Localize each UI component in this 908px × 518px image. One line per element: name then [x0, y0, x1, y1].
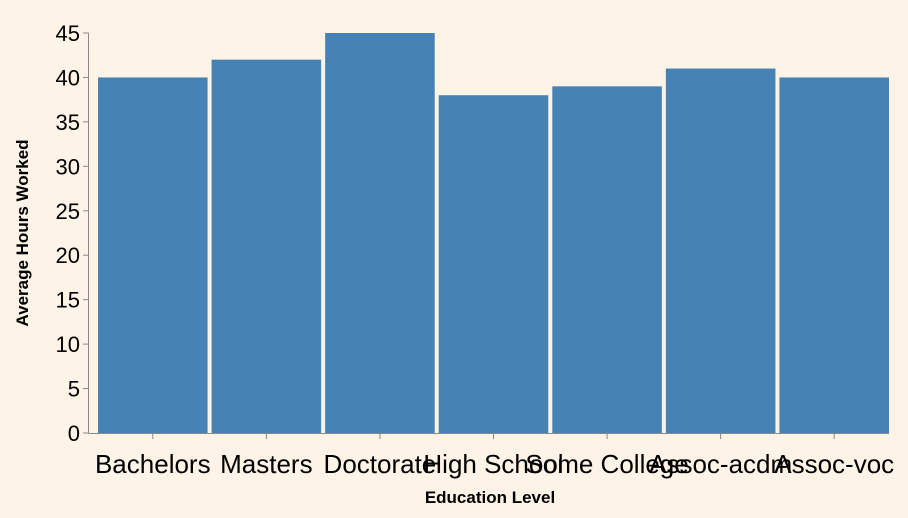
bar-assoc-acdm [665, 68, 776, 434]
x-tick-label-some-college: Some College [525, 449, 688, 479]
x-tick-label-assoc-voc: Assoc-voc [774, 449, 894, 479]
x-tick-label-bachelors: Bachelors [95, 449, 211, 479]
y-tick-label: 35 [56, 110, 80, 135]
x-tick-label-assoc-acdm: Assoc-acdm [649, 449, 792, 479]
bar-assoc-voc [779, 77, 889, 433]
x-tick-label-high-school: High School [423, 449, 563, 479]
x-tick-label-doctorate: Doctorate [324, 449, 437, 479]
bar-bachelors [98, 77, 208, 433]
y-tick-label: 0 [68, 421, 80, 446]
y-tick-label: 20 [56, 243, 80, 268]
y-tick-label: 5 [68, 377, 80, 402]
x-tick-label-masters: Masters [220, 449, 312, 479]
y-tick-label: 15 [56, 288, 80, 313]
y-tick-label: 45 [56, 21, 80, 46]
bar-masters [211, 59, 322, 434]
bar-high-school [438, 95, 549, 433]
y-axis-title: Average Hours Worked [13, 139, 32, 326]
y-tick-label: 10 [56, 332, 80, 357]
y-tick-label: 40 [56, 65, 80, 90]
y-tick-label: 25 [56, 199, 80, 224]
bar-some-college [552, 86, 662, 433]
bars-layer [98, 33, 889, 434]
x-axis-title: Education Level [425, 488, 555, 507]
y-tick-label: 30 [56, 154, 80, 179]
bar-doctorate [325, 33, 435, 433]
y-axis: 0 5 10 15 20 25 30 35 40 45 [56, 21, 89, 446]
